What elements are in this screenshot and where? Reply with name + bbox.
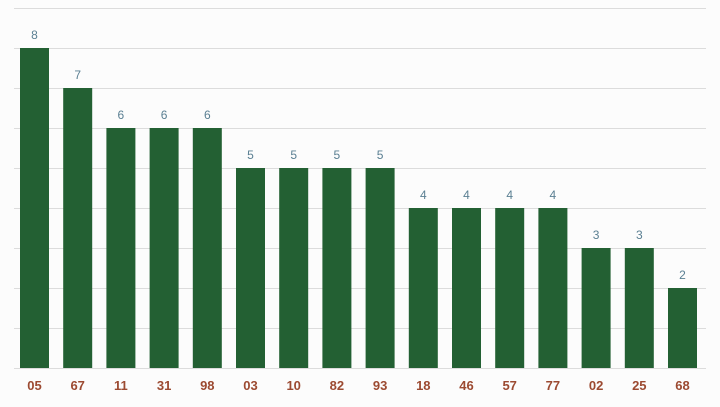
value-label-18: 4 — [420, 188, 427, 202]
category-label-68: 68 — [675, 378, 689, 393]
bar-77 — [538, 208, 568, 368]
value-label-93: 5 — [377, 148, 384, 162]
category-label-67: 67 — [70, 378, 84, 393]
category-labels: 05 67 11 31 98 03 10 82 93 18 46 57 77 02 25 68 — [27, 378, 689, 393]
category-label-98: 98 — [200, 378, 214, 393]
value-label-05: 8 — [31, 28, 38, 42]
category-label-02: 02 — [589, 378, 603, 393]
bar-25 — [624, 248, 654, 368]
category-label-03: 03 — [243, 378, 257, 393]
bar-10 — [279, 168, 309, 368]
category-label-18: 18 — [416, 378, 430, 393]
category-label-93: 93 — [373, 378, 387, 393]
value-label-98: 6 — [204, 108, 211, 122]
category-label-11: 11 — [114, 378, 128, 393]
value-labels: 8 7 6 6 6 5 5 5 5 4 4 4 4 3 3 2 — [31, 28, 686, 282]
value-label-10: 5 — [290, 148, 297, 162]
category-label-82: 82 — [330, 378, 344, 393]
bar-05 — [20, 48, 49, 368]
value-label-31: 6 — [161, 108, 168, 122]
category-label-77: 77 — [546, 378, 560, 393]
bar-67 — [63, 88, 93, 368]
value-label-67: 7 — [74, 68, 81, 82]
value-label-57: 4 — [506, 188, 513, 202]
value-label-25: 3 — [636, 228, 643, 242]
value-label-82: 5 — [334, 148, 341, 162]
bar-02 — [581, 248, 611, 368]
value-label-11: 6 — [118, 108, 125, 122]
value-label-77: 4 — [550, 188, 557, 202]
category-label-25: 25 — [632, 378, 646, 393]
value-label-03: 5 — [247, 148, 254, 162]
category-label-46: 46 — [459, 378, 473, 393]
bar-03 — [236, 168, 265, 368]
bar-31 — [149, 128, 179, 368]
bar-98 — [192, 128, 222, 368]
bars — [20, 48, 697, 368]
bar-11 — [106, 128, 136, 368]
bar-93 — [365, 168, 395, 368]
value-label-46: 4 — [463, 188, 470, 202]
category-label-10: 10 — [286, 378, 300, 393]
bar-18 — [408, 208, 438, 368]
bar-57 — [495, 208, 525, 368]
category-label-31: 31 — [157, 378, 171, 393]
bar-68 — [668, 288, 697, 368]
bar-46 — [452, 208, 481, 368]
value-label-68: 2 — [679, 268, 686, 282]
category-label-05: 05 — [27, 378, 41, 393]
bar-82 — [322, 168, 352, 368]
category-label-57: 57 — [502, 378, 516, 393]
value-label-02: 3 — [593, 228, 600, 242]
